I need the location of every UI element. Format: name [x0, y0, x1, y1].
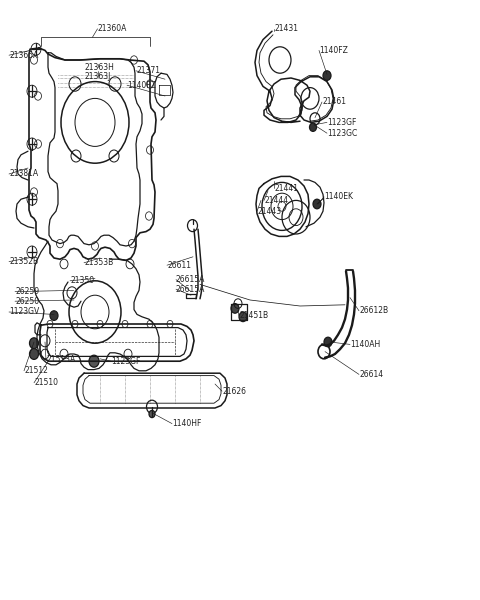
Circle shape: [239, 312, 247, 322]
Text: 21352B: 21352B: [9, 257, 38, 266]
Circle shape: [310, 123, 316, 131]
Text: 21365A: 21365A: [9, 50, 38, 59]
Text: 21441: 21441: [274, 184, 298, 193]
Text: 21353B: 21353B: [84, 258, 113, 267]
Text: 1140EK: 1140EK: [324, 192, 353, 201]
Text: 21451B: 21451B: [239, 311, 268, 320]
Circle shape: [50, 311, 58, 320]
Text: 21444: 21444: [264, 196, 288, 205]
Circle shape: [29, 338, 38, 349]
Text: 21626: 21626: [222, 387, 246, 396]
Text: 1140FZ: 1140FZ: [319, 46, 348, 55]
Text: 21431: 21431: [274, 25, 298, 34]
Circle shape: [89, 355, 99, 367]
Text: 1123GC: 1123GC: [327, 128, 357, 137]
Text: 21371: 21371: [136, 66, 160, 75]
Text: 1123GF: 1123GF: [327, 118, 356, 127]
Circle shape: [323, 71, 331, 80]
Text: 26611: 26611: [167, 260, 191, 269]
Text: 21363J: 21363J: [84, 72, 110, 81]
Circle shape: [313, 199, 321, 209]
Text: 1140FZ: 1140FZ: [127, 81, 156, 89]
Text: 21512: 21512: [24, 366, 48, 376]
Text: 26250: 26250: [15, 296, 39, 305]
Text: 21461: 21461: [322, 97, 346, 107]
Text: 21510: 21510: [34, 379, 58, 388]
Text: 21350: 21350: [70, 276, 94, 285]
Text: 1140AH: 1140AH: [350, 340, 380, 349]
Text: 26615A: 26615A: [176, 284, 205, 293]
Circle shape: [149, 410, 155, 418]
Text: 26259: 26259: [15, 287, 39, 296]
Text: 21381A: 21381A: [9, 169, 38, 179]
Text: 21360A: 21360A: [97, 25, 127, 34]
Text: 1123GF: 1123GF: [111, 356, 140, 365]
Circle shape: [231, 304, 239, 313]
Text: 1123GV: 1123GV: [9, 307, 39, 317]
Text: 26614: 26614: [359, 370, 383, 379]
Text: 1140HF: 1140HF: [172, 419, 202, 428]
Text: 26612B: 26612B: [359, 306, 388, 316]
Text: 21513A: 21513A: [46, 355, 75, 364]
Circle shape: [324, 337, 332, 347]
Text: 26615A: 26615A: [176, 275, 205, 284]
Text: 21443: 21443: [257, 206, 281, 215]
Circle shape: [29, 349, 38, 359]
Text: 21363H: 21363H: [84, 63, 114, 72]
